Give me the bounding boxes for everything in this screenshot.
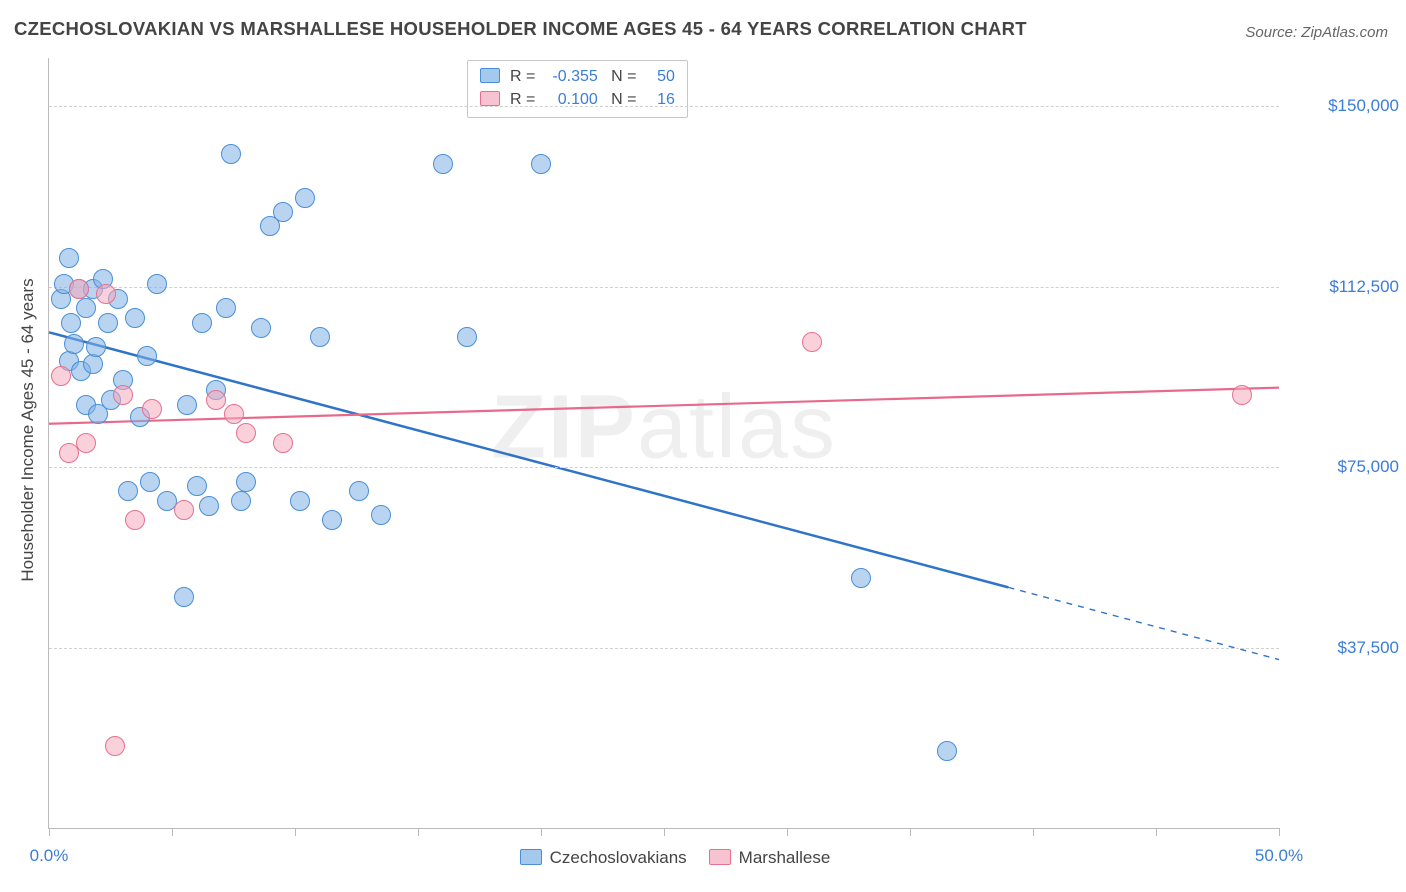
gridline: [49, 648, 1279, 649]
data-point: [273, 202, 293, 222]
series-legend: CzechoslovakiansMarshallese: [49, 848, 1279, 868]
data-point: [174, 500, 194, 520]
data-point: [231, 491, 251, 511]
data-point: [192, 313, 212, 333]
gridline: [49, 287, 1279, 288]
data-point: [177, 395, 197, 415]
data-point: [125, 308, 145, 328]
data-point: [61, 313, 81, 333]
data-point: [69, 279, 89, 299]
data-point: [199, 496, 219, 516]
data-point: [221, 144, 241, 164]
data-point: [125, 510, 145, 530]
data-point: [113, 385, 133, 405]
chart-title: CZECHOSLOVAKIAN VS MARSHALLESE HOUSEHOLD…: [14, 18, 1027, 40]
source-label: Source: ZipAtlas.com: [1245, 24, 1388, 41]
data-point: [236, 423, 256, 443]
data-point: [457, 327, 477, 347]
y-tick-label: $112,500: [1289, 277, 1399, 297]
x-tick: [787, 828, 788, 836]
data-point: [290, 491, 310, 511]
x-tick-label: 50.0%: [1255, 846, 1303, 866]
data-point: [76, 433, 96, 453]
x-tick: [541, 828, 542, 836]
x-tick: [664, 828, 665, 836]
data-point: [51, 366, 71, 386]
data-point: [349, 481, 369, 501]
x-tick: [910, 828, 911, 836]
data-point: [531, 154, 551, 174]
data-point: [371, 505, 391, 525]
trend-lines: [49, 58, 1279, 828]
data-point: [851, 568, 871, 588]
data-point: [224, 404, 244, 424]
y-tick-label: $37,500: [1289, 638, 1399, 658]
data-point: [295, 188, 315, 208]
x-tick: [418, 828, 419, 836]
data-point: [137, 346, 157, 366]
scatter-plot: ZIPatlas R = -0.355 N = 50R = 0.100 N = …: [49, 58, 1279, 828]
data-point: [310, 327, 330, 347]
x-tick: [1156, 828, 1157, 836]
gridline: [49, 106, 1279, 107]
data-point: [118, 481, 138, 501]
data-point: [937, 741, 957, 761]
data-point: [206, 390, 226, 410]
data-point: [273, 433, 293, 453]
correlation-legend: R = -0.355 N = 50R = 0.100 N = 16: [467, 60, 688, 118]
data-point: [64, 334, 84, 354]
data-point: [96, 284, 116, 304]
data-point: [433, 154, 453, 174]
data-point: [105, 736, 125, 756]
data-point: [86, 337, 106, 357]
y-tick-label: $75,000: [1289, 457, 1399, 477]
x-tick: [295, 828, 296, 836]
data-point: [76, 298, 96, 318]
legend-item: Marshallese: [687, 848, 831, 867]
data-point: [216, 298, 236, 318]
data-point: [236, 472, 256, 492]
data-point: [1232, 385, 1252, 405]
data-point: [187, 476, 207, 496]
x-tick: [1279, 828, 1280, 836]
data-point: [322, 510, 342, 530]
x-tick-label: 0.0%: [30, 846, 69, 866]
legend-item: Czechoslovakians: [498, 848, 687, 867]
y-axis-title: Householder Income Ages 45 - 64 years: [18, 278, 38, 581]
data-point: [251, 318, 271, 338]
data-point: [98, 313, 118, 333]
data-point: [59, 248, 79, 268]
data-point: [140, 472, 160, 492]
data-point: [142, 399, 162, 419]
y-tick-label: $150,000: [1289, 96, 1399, 116]
x-tick: [49, 828, 50, 836]
data-point: [147, 274, 167, 294]
gridline: [49, 467, 1279, 468]
data-point: [174, 587, 194, 607]
x-tick: [1033, 828, 1034, 836]
data-point: [802, 332, 822, 352]
x-tick: [172, 828, 173, 836]
